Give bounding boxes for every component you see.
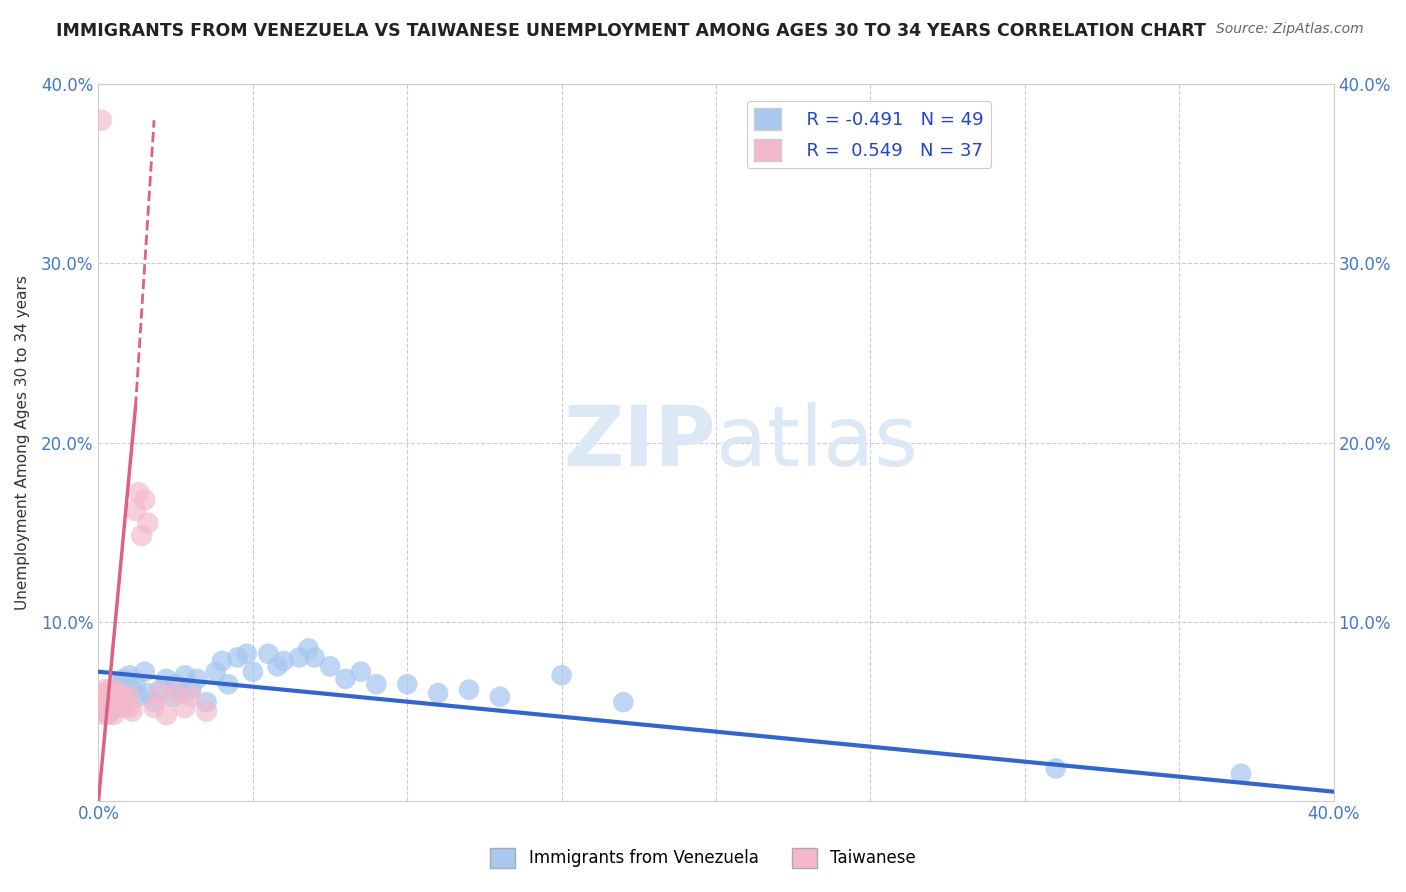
Point bbox=[165, 677, 187, 691]
Point bbox=[396, 677, 419, 691]
Point bbox=[1230, 766, 1253, 780]
Point bbox=[90, 113, 112, 128]
Point bbox=[128, 690, 150, 704]
Point bbox=[174, 668, 197, 682]
Point bbox=[149, 682, 172, 697]
Legend:   R = -0.491   N = 49,   R =  0.549   N = 37: R = -0.491 N = 49, R = 0.549 N = 37 bbox=[747, 101, 991, 169]
Point bbox=[108, 695, 131, 709]
Point bbox=[100, 690, 122, 704]
Point bbox=[186, 672, 208, 686]
Point bbox=[143, 700, 166, 714]
Point bbox=[118, 690, 141, 704]
Point bbox=[304, 650, 326, 665]
Point bbox=[103, 682, 125, 697]
Point bbox=[458, 682, 481, 697]
Text: Source: ZipAtlas.com: Source: ZipAtlas.com bbox=[1216, 22, 1364, 37]
Point bbox=[550, 668, 572, 682]
Point bbox=[124, 677, 146, 691]
Point bbox=[288, 650, 311, 665]
Point bbox=[319, 659, 342, 673]
Point bbox=[93, 707, 115, 722]
Point bbox=[297, 641, 319, 656]
Point bbox=[489, 690, 512, 704]
Y-axis label: Unemployment Among Ages 30 to 34 years: Unemployment Among Ages 30 to 34 years bbox=[15, 275, 30, 610]
Point bbox=[180, 682, 202, 697]
Point bbox=[121, 704, 143, 718]
Point bbox=[134, 665, 156, 679]
Point bbox=[242, 665, 264, 679]
Point bbox=[170, 686, 193, 700]
Point bbox=[100, 704, 122, 718]
Point bbox=[195, 695, 218, 709]
Point bbox=[124, 503, 146, 517]
Point bbox=[112, 700, 135, 714]
Point bbox=[180, 690, 202, 704]
Point bbox=[108, 700, 131, 714]
Point bbox=[136, 686, 159, 700]
Point bbox=[226, 650, 249, 665]
Point bbox=[128, 485, 150, 500]
Point bbox=[427, 686, 450, 700]
Point bbox=[149, 686, 172, 700]
Legend: Immigrants from Venezuela, Taiwanese: Immigrants from Venezuela, Taiwanese bbox=[484, 841, 922, 875]
Point bbox=[204, 665, 226, 679]
Point bbox=[103, 707, 125, 722]
Point bbox=[235, 647, 257, 661]
Text: IMMIGRANTS FROM VENEZUELA VS TAIWANESE UNEMPLOYMENT AMONG AGES 30 TO 34 YEARS CO: IMMIGRANTS FROM VENEZUELA VS TAIWANESE U… bbox=[56, 22, 1206, 40]
Point bbox=[105, 677, 128, 691]
Point bbox=[93, 682, 115, 697]
Point bbox=[90, 704, 112, 718]
Point bbox=[115, 695, 138, 709]
Point bbox=[366, 677, 388, 691]
Point bbox=[155, 707, 177, 722]
Point bbox=[90, 686, 112, 700]
Point bbox=[155, 672, 177, 686]
Point bbox=[118, 700, 141, 714]
Point bbox=[103, 686, 125, 700]
Point bbox=[97, 695, 120, 709]
Point bbox=[112, 672, 135, 686]
Point bbox=[335, 672, 357, 686]
Point bbox=[131, 528, 153, 542]
Point bbox=[217, 677, 239, 691]
Point bbox=[134, 492, 156, 507]
Point bbox=[97, 686, 120, 700]
Point bbox=[105, 700, 128, 714]
Text: atlas: atlas bbox=[716, 402, 918, 483]
Point bbox=[108, 686, 131, 700]
Point bbox=[121, 682, 143, 697]
Point bbox=[100, 682, 122, 697]
Point bbox=[266, 659, 288, 673]
Point bbox=[97, 707, 120, 722]
Point bbox=[612, 695, 634, 709]
Point bbox=[350, 665, 373, 679]
Point bbox=[103, 695, 125, 709]
Point bbox=[273, 654, 295, 668]
Point bbox=[105, 690, 128, 704]
Point bbox=[257, 647, 280, 661]
Point bbox=[136, 516, 159, 530]
Point bbox=[162, 690, 184, 704]
Point bbox=[118, 668, 141, 682]
Point bbox=[1045, 761, 1067, 775]
Text: ZIP: ZIP bbox=[564, 402, 716, 483]
Point bbox=[115, 686, 138, 700]
Point bbox=[211, 654, 233, 668]
Point bbox=[93, 690, 115, 704]
Point bbox=[195, 704, 218, 718]
Point bbox=[165, 686, 187, 700]
Point bbox=[112, 690, 135, 704]
Point bbox=[143, 695, 166, 709]
Point bbox=[105, 690, 128, 704]
Point bbox=[174, 700, 197, 714]
Point bbox=[90, 695, 112, 709]
Point bbox=[100, 700, 122, 714]
Point bbox=[93, 695, 115, 709]
